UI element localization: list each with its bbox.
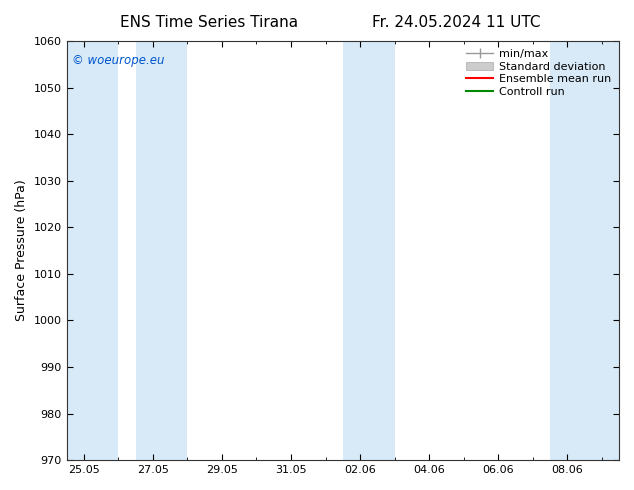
Y-axis label: Surface Pressure (hPa): Surface Pressure (hPa) (15, 180, 28, 321)
Text: ENS Time Series Tirana: ENS Time Series Tirana (120, 15, 298, 30)
Text: © woeurope.eu: © woeurope.eu (72, 53, 165, 67)
Bar (343, 41, 394, 460)
Bar (67, 41, 119, 460)
Legend: min/max, Standard deviation, Ensemble mean run, Controll run: min/max, Standard deviation, Ensemble me… (463, 47, 614, 99)
Bar (136, 41, 188, 460)
Text: Fr. 24.05.2024 11 UTC: Fr. 24.05.2024 11 UTC (372, 15, 541, 30)
Bar (550, 41, 619, 460)
